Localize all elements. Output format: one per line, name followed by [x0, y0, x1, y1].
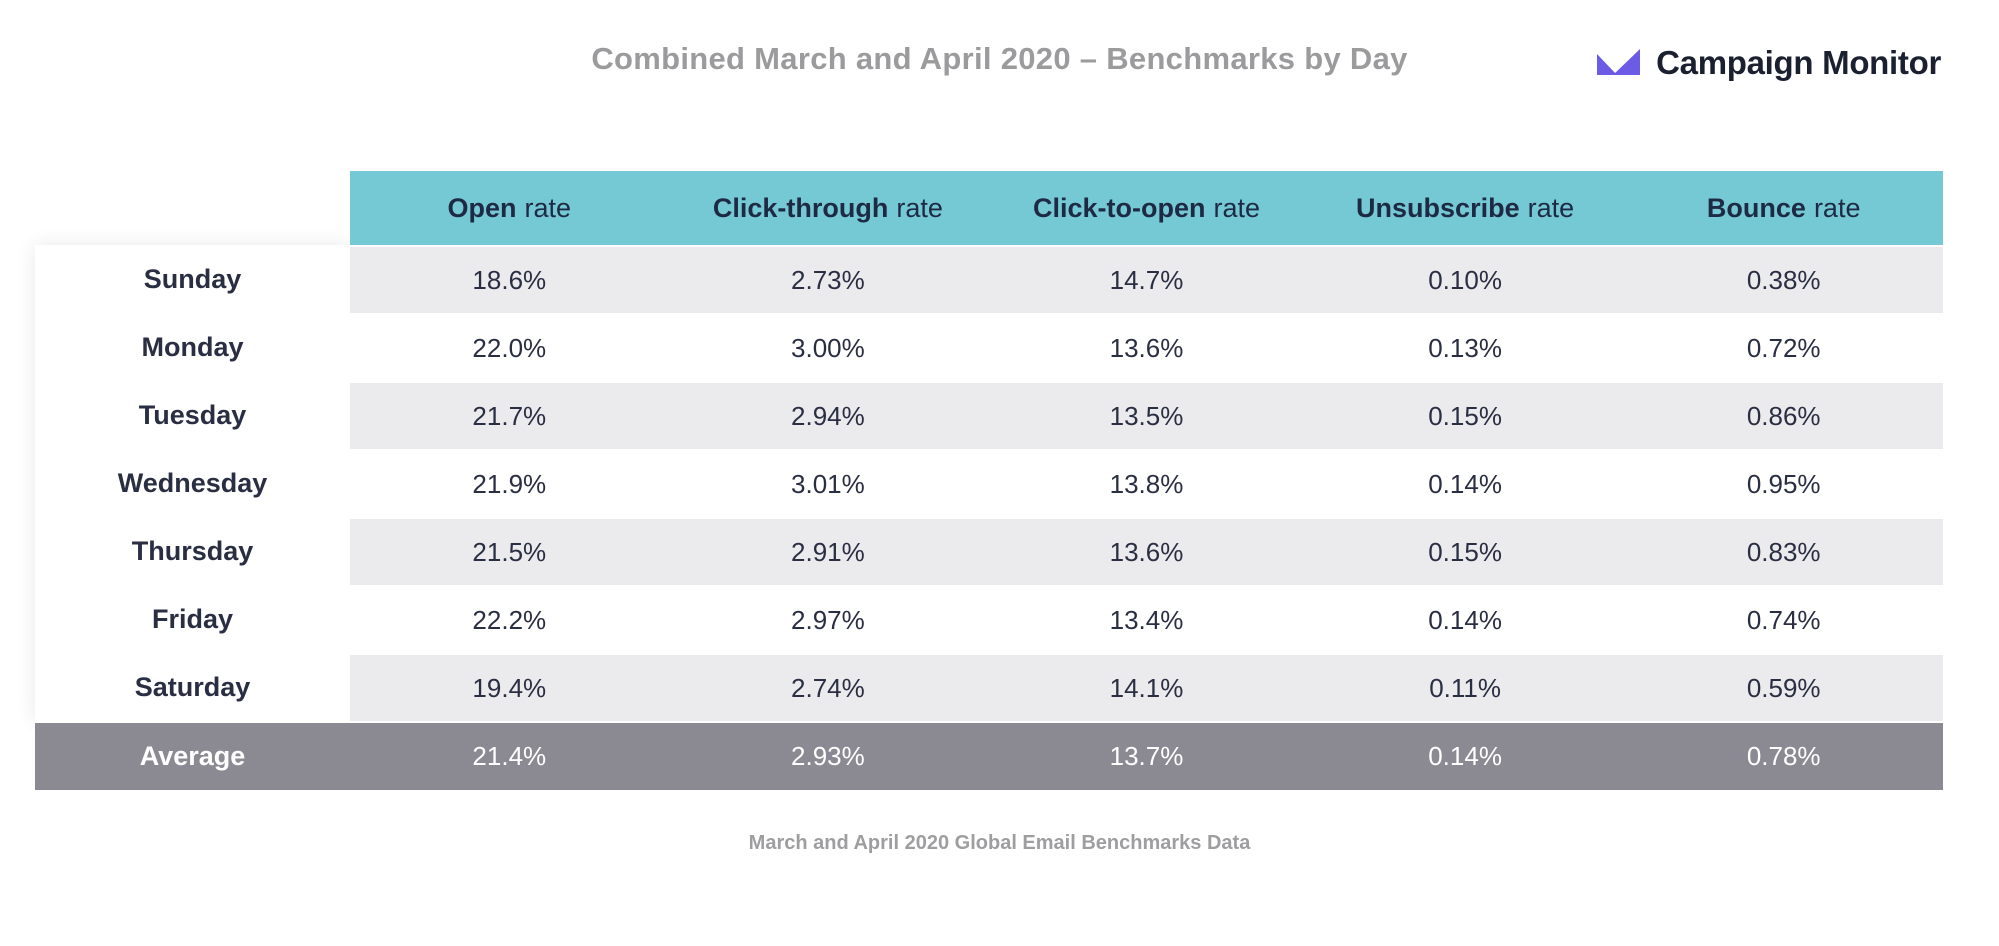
column-header-open-rate: Open rate [350, 171, 669, 245]
header-rest-text: rate [896, 192, 943, 223]
header-rest-text: rate [1813, 192, 1861, 223]
benchmarks-table: Open rate Click-through rate Click-to-op… [35, 171, 1943, 790]
cell-click-to-open-rate: 14.7% [987, 245, 1306, 313]
campaign-monitor-mark-icon [1597, 49, 1641, 75]
table-header-row: Open rate Click-through rate Click-to-op… [35, 171, 1943, 245]
table-row-wednesday: Wednesday 21.9% 3.01% 13.8% 0.14% 0.95% [35, 449, 1943, 517]
cell-click-through-rate: 3.01% [668, 449, 988, 517]
header-bold-text: Bounce [1706, 192, 1806, 223]
day-label: Tuesday [35, 381, 350, 449]
header-rest-text: rate [1527, 192, 1575, 223]
cell-open-rate: 21.4% [350, 721, 669, 790]
cell-open-rate: 21.5% [350, 517, 669, 585]
table-row-monday: Monday 22.0% 3.00% 13.6% 0.13% 0.72% [35, 313, 1943, 381]
cell-unsubscribe-rate: 0.15% [1305, 517, 1625, 585]
column-header-click-to-open-rate: Click-to-open rate [987, 171, 1306, 245]
average-label: Average [35, 721, 350, 790]
campaign-monitor-logo: Campaign Monitor [1597, 44, 1941, 82]
cell-bounce-rate: 0.59% [1624, 653, 1943, 721]
cell-bounce-rate: 0.86% [1624, 381, 1943, 449]
header-bold-text: Open [447, 192, 517, 223]
cell-unsubscribe-rate: 0.14% [1305, 449, 1625, 517]
table-row-friday: Friday 22.2% 2.97% 13.4% 0.14% 0.74% [35, 585, 1943, 653]
cell-open-rate: 18.6% [350, 245, 669, 313]
cell-unsubscribe-rate: 0.10% [1305, 245, 1625, 313]
cell-unsubscribe-rate: 0.14% [1305, 585, 1625, 653]
cell-click-through-rate: 2.74% [668, 653, 988, 721]
day-label: Thursday [35, 517, 350, 585]
cell-click-through-rate: 2.97% [668, 585, 988, 653]
cell-bounce-rate: 0.72% [1624, 313, 1943, 381]
cell-open-rate: 21.7% [350, 381, 669, 449]
cell-bounce-rate: 0.78% [1624, 721, 1943, 790]
cell-click-to-open-rate: 13.6% [987, 313, 1306, 381]
table-row-sunday: Sunday 18.6% 2.73% 14.7% 0.10% 0.38% [35, 245, 1943, 313]
cell-click-to-open-rate: 13.6% [987, 517, 1306, 585]
column-header-bounce-rate: Bounce rate [1624, 171, 1943, 245]
cell-bounce-rate: 0.38% [1624, 245, 1943, 313]
cell-open-rate: 21.9% [350, 449, 669, 517]
day-label: Sunday [35, 245, 350, 313]
column-header-click-through-rate: Click-through rate [668, 171, 988, 245]
day-label: Monday [35, 313, 350, 381]
brand-name: Campaign Monitor [1656, 44, 1941, 81]
cell-click-through-rate: 2.73% [668, 245, 988, 313]
cell-unsubscribe-rate: 0.13% [1305, 313, 1625, 381]
cell-open-rate: 22.0% [350, 313, 669, 381]
cell-open-rate: 19.4% [350, 653, 669, 721]
cell-bounce-rate: 0.95% [1624, 449, 1943, 517]
cell-open-rate: 22.2% [350, 585, 669, 653]
header-rest-text: rate [524, 192, 572, 223]
cell-click-to-open-rate: 13.8% [987, 449, 1306, 517]
table-row-thursday: Thursday 21.5% 2.91% 13.6% 0.15% 0.83% [35, 517, 1943, 585]
column-header-unsubscribe-rate: Unsubscribe rate [1305, 171, 1625, 245]
cell-click-to-open-rate: 13.4% [987, 585, 1306, 653]
cell-click-to-open-rate: 13.7% [987, 721, 1306, 790]
cell-click-through-rate: 2.91% [668, 517, 988, 585]
cell-unsubscribe-rate: 0.14% [1305, 721, 1625, 790]
header-bold-text: Unsubscribe [1356, 192, 1520, 223]
table-row-saturday: Saturday 19.4% 2.74% 14.1% 0.11% 0.59% [35, 653, 1943, 721]
cell-click-to-open-rate: 14.1% [987, 653, 1306, 721]
corner-spacer [35, 171, 350, 245]
cell-click-through-rate: 2.94% [668, 381, 988, 449]
cell-bounce-rate: 0.83% [1624, 517, 1943, 585]
cell-unsubscribe-rate: 0.11% [1305, 653, 1625, 721]
header-bold-text: Click-through [712, 192, 889, 223]
day-label: Saturday [35, 653, 350, 721]
table-row-tuesday: Tuesday 21.7% 2.94% 13.5% 0.15% 0.86% [35, 381, 1943, 449]
cell-click-to-open-rate: 13.5% [987, 381, 1306, 449]
page-title: Combined March and April 2020 – Benchmar… [591, 41, 1408, 76]
header-rest-text: rate [1213, 192, 1260, 223]
table-row-average: Average 21.4% 2.93% 13.7% 0.14% 0.78% [35, 721, 1943, 790]
day-label: Wednesday [35, 449, 350, 517]
day-label: Friday [35, 585, 350, 653]
cell-unsubscribe-rate: 0.15% [1305, 381, 1625, 449]
cell-click-through-rate: 2.93% [668, 721, 988, 790]
cell-bounce-rate: 0.74% [1624, 585, 1943, 653]
header-bold-text: Click-to-open [1032, 192, 1206, 223]
source-caption: March and April 2020 Global Email Benchm… [748, 832, 1251, 854]
cell-click-through-rate: 3.00% [668, 313, 988, 381]
